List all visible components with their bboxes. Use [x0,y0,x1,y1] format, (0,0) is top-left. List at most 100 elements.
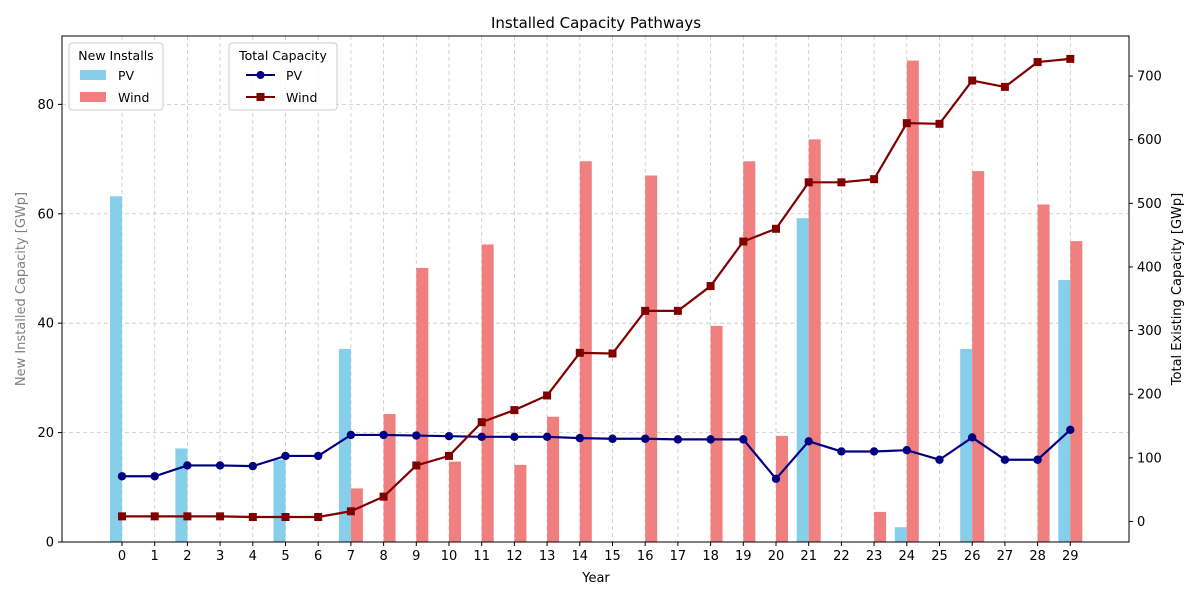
y-left-tick-label: 60 [37,207,54,222]
point-pv [575,433,584,443]
bar-wind [710,325,723,542]
bar-wind [547,416,560,542]
bar-wind [1070,241,1083,542]
x-tick-label: 0 [118,549,126,564]
x-tick-label: 22 [833,549,850,564]
point-wind [379,492,388,501]
x-tick-label: 18 [702,549,719,564]
bar-wind [416,267,429,542]
legend-label-pv-bar: PV [118,68,135,83]
legend-swatch-pv-bar [80,70,106,80]
legend-swatch-wind-bar [80,92,106,102]
bar-wind [449,461,461,542]
x-tick-label: 26 [964,549,981,564]
point-pv [248,461,257,471]
x-tick-label: 24 [899,549,916,564]
x-tick-label: 17 [670,549,687,564]
axis-layer: 0 1 2 3 4 5 6 7 8 9 10 11 12 13 14 15 16 17 18 19 20 21 22 23 24… [37,70,1161,564]
point-wind [543,391,552,400]
bar-wind [481,244,494,542]
bar-pv [338,348,351,542]
x-tick-label: 1 [151,549,159,564]
point-wind [641,306,650,315]
point-wind [216,512,225,521]
x-tick-label: 14 [572,549,589,564]
point-wind [477,418,486,427]
legend-marker-wind-line [256,93,265,101]
point-wind [281,512,290,521]
point-pv [1033,455,1042,464]
point-pv [706,435,715,444]
bar-wind [808,139,821,542]
bar-wind [972,171,985,543]
legend-label-pv-line: PV [286,68,303,83]
y-axis-left-label: New Installed Capacity [GWp] [14,192,29,386]
point-wind [706,282,715,291]
point-pv [608,434,617,443]
bar-wind [776,435,788,542]
point-pv [444,431,454,441]
point-wind [1066,54,1075,63]
x-tick-label: 28 [1029,549,1046,564]
bar-wind [579,161,592,542]
x-tick-label: 2 [183,549,191,564]
y-right-tick-label: 100 [1137,451,1162,466]
point-pv [477,432,486,442]
x-tick-label: 12 [506,549,523,564]
bar-pv [273,459,286,542]
point-pv [935,455,944,464]
point-wind [346,507,355,516]
plot-frame [61,35,1130,543]
point-wind [248,512,257,521]
y-axis-right-label: Total Existing Capacity [GWp] [1170,193,1185,386]
bar-wind [383,413,396,542]
legend-total-capacity-title: Total Capacity [238,48,327,63]
point-wind [673,306,682,315]
y-right-tick-label: 400 [1137,260,1162,275]
bar-pv [894,527,907,542]
legend-label-wind-line: Wind [286,90,317,105]
x-tick-label: 19 [735,549,752,564]
point-pv [412,431,421,440]
point-wind [608,349,617,358]
bar-wind [350,488,363,542]
bar-wind [906,60,919,543]
bars-layer [110,60,1083,543]
x-tick-label: 3 [216,549,224,564]
y-left-tick-label: 20 [37,426,54,441]
point-wind [510,406,519,415]
point-pv [379,430,388,440]
x-tick-label: 13 [539,549,556,564]
legend-marker-pv-line [256,71,265,79]
line-wind [122,57,1071,519]
point-wind [804,178,813,187]
bar-wind [514,464,527,542]
point-pv [314,451,323,461]
point-pv [771,474,781,484]
bar-wind [743,161,756,542]
point-wind [150,512,159,521]
point-pv [510,432,519,442]
x-tick-label: 6 [314,549,322,564]
point-pv [673,435,683,444]
point-pv [1000,455,1010,464]
legend-new-installs: New Installs PV Wind [68,42,164,111]
y-right-tick-label: 0 [1137,515,1145,530]
point-pv [837,447,846,456]
x-tick-label: 21 [800,549,817,564]
legend-total-capacity: Total Capacity PV Wind [228,42,338,111]
x-tick-label: 11 [473,549,490,564]
point-pv [1066,425,1075,435]
x-tick-label: 10 [441,549,458,564]
x-tick-label: 7 [347,549,355,564]
point-pv [215,461,225,470]
line-pv [122,429,1072,481]
bar-pv [110,196,122,542]
y-right-tick-label: 600 [1137,133,1162,148]
point-pv [183,461,192,470]
x-tick-label: 8 [379,549,387,564]
point-pv [346,430,356,440]
legend-label-wind-bar: Wind [118,90,149,105]
point-pv [641,434,650,443]
